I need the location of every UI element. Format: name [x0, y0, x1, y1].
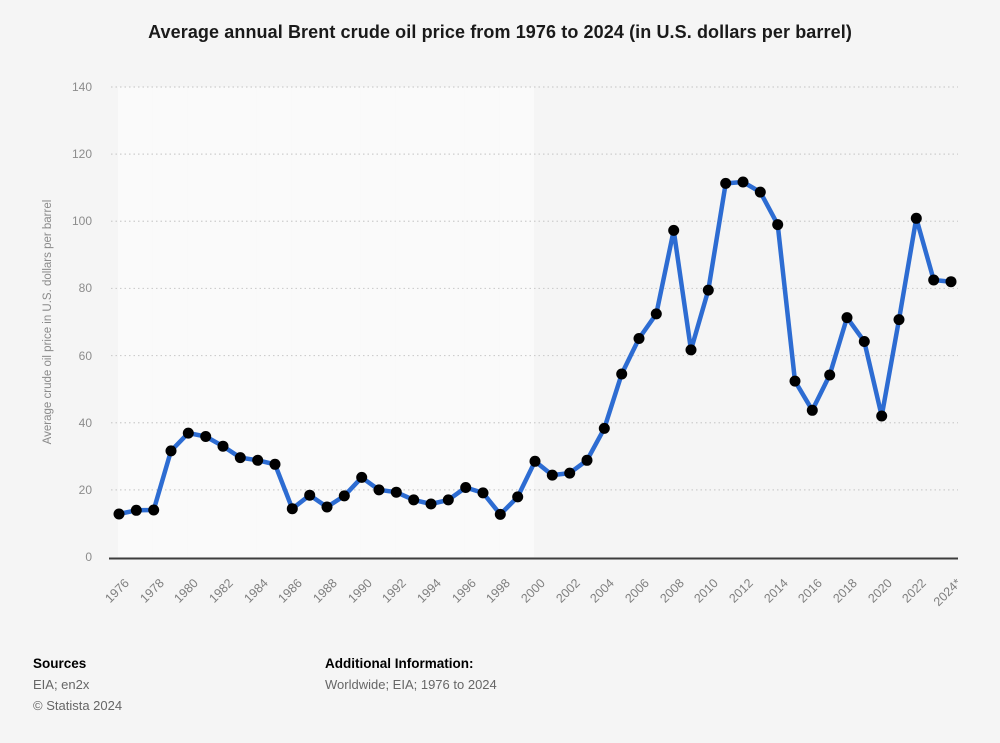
data-point-2016[interactable]: 2016: 43.7 — [806, 404, 818, 416]
y-tick-label-60: 60 — [78, 348, 92, 363]
data-point-1981[interactable]: 1981: 35.9 — [200, 431, 212, 442]
data-point-2017[interactable]: 2017: 54.2 — [824, 369, 836, 381]
data-point-1993[interactable]: 1993: 17 — [408, 494, 420, 506]
data-point-1982[interactable]: 1982: 33 — [217, 440, 229, 452]
data-point-1984[interactable]: 1984: 28.8 — [252, 454, 264, 466]
sources-label: Sources — [33, 656, 87, 671]
background-band — [187, 87, 222, 557]
data-point-2019[interactable]: 2019: 64.2 — [858, 336, 870, 347]
data-point-1997[interactable]: 1997: 19.1 — [477, 487, 489, 499]
data-point-2024[interactable]: 2024*: 82 — [945, 276, 957, 288]
background-band — [326, 87, 361, 557]
data-point-2015[interactable]: 2015: 52.4 — [789, 375, 801, 387]
data-point-1995[interactable]: 1995: 17 — [442, 494, 454, 506]
data-point-2004[interactable]: 2004: 38.3 — [598, 422, 610, 434]
data-point-1996[interactable]: 1996: 20.7 — [460, 482, 472, 493]
additional-information-block: Additional Information: Worldwide; EIA; … — [325, 656, 497, 697]
y-tick-label-0: 0 — [85, 550, 92, 564]
data-point-2012[interactable]: 2012: 111.7 — [737, 176, 749, 188]
background-band — [395, 87, 430, 557]
y-tick-label-140: 140 — [71, 80, 92, 94]
data-point-2006[interactable]: 2006: 65.1 — [633, 333, 645, 344]
data-point-1977[interactable]: 1977: 13.9 — [130, 504, 142, 516]
data-point-1989[interactable]: 1989: 18.2 — [338, 490, 350, 502]
data-point-2022[interactable]: 2022: 100.9 — [910, 212, 922, 224]
data-point-1998[interactable]: 1998: 12.7 — [494, 508, 506, 520]
data-point-1992[interactable]: 1992: 19.3 — [390, 486, 402, 498]
data-point-2021[interactable]: 2021: 70.7 — [893, 314, 905, 326]
data-point-2023[interactable]: 2023: 82.5 — [928, 274, 940, 286]
data-point-1991[interactable]: 1991: 20 — [373, 484, 385, 496]
background-band — [291, 87, 326, 557]
data-point-2005[interactable]: 2005: 54.5 — [616, 368, 628, 380]
data-point-1976[interactable]: 1976: 12.8 — [113, 508, 125, 520]
y-tick-label-100: 100 — [71, 214, 92, 229]
background-band — [152, 87, 188, 557]
data-point-2002[interactable]: 2002: 25 — [564, 467, 576, 479]
data-point-2011[interactable]: 2011: 111.3 — [720, 177, 732, 189]
data-point-2013[interactable]: 2013: 108.7 — [754, 186, 766, 198]
data-point-2007[interactable]: 2007: 72.4 — [650, 308, 662, 320]
background-band — [464, 87, 500, 557]
sources-block: Sources EIA; en2x © Statista 2024 — [33, 656, 122, 718]
background-band — [499, 87, 534, 557]
data-point-1985[interactable]: 1985: 27.6 — [269, 458, 281, 470]
y-tick-label-20: 20 — [78, 482, 92, 497]
data-point-1990[interactable]: 1990: 23.7 — [356, 471, 368, 483]
data-point-1983[interactable]: 1983: 29.6 — [234, 452, 246, 464]
background-band — [118, 87, 153, 557]
data-point-2020[interactable]: 2020: 42 — [876, 410, 888, 422]
data-point-1987[interactable]: 1987: 18.4 — [304, 489, 316, 501]
sources-line: EIA; en2x — [33, 677, 90, 692]
data-point-1999[interactable]: 1999: 17.9 — [512, 491, 524, 503]
data-point-1994[interactable]: 1994: 15.8 — [425, 498, 437, 510]
data-point-1978[interactable]: 1978: 14 — [148, 504, 160, 516]
statista-copyright: © Statista 2024 — [33, 698, 123, 713]
data-point-2009[interactable]: 2009: 61.7 — [685, 344, 697, 356]
data-point-1979[interactable]: 1979: 31.6 — [165, 445, 177, 457]
background-band — [256, 87, 292, 557]
additional-information-line: Worldwide; EIA; 1976 to 2024 — [325, 677, 497, 692]
data-point-2018[interactable]: 2018: 71.3 — [841, 312, 853, 324]
background-band — [430, 87, 465, 557]
data-point-2001[interactable]: 2001: 24.4 — [546, 469, 558, 481]
data-point-2010[interactable]: 2010: 79.5 — [702, 284, 714, 296]
data-point-2000[interactable]: 2000: 28.5 — [529, 455, 541, 467]
data-point-1988[interactable]: 1988: 14.9 — [321, 501, 333, 513]
y-tick-label-80: 80 — [78, 281, 92, 296]
y-tick-label-120: 120 — [71, 147, 92, 162]
chart-title: Average annual Brent crude oil price fro… — [148, 22, 852, 42]
data-point-2008[interactable]: 2008: 97.3 — [668, 224, 680, 236]
data-point-2014[interactable]: 2014: 99 — [772, 219, 784, 231]
y-tick-label-40: 40 — [78, 415, 92, 430]
data-point-1986[interactable]: 1986: 14.4 — [286, 503, 298, 515]
additional-information-label: Additional Information: — [325, 656, 474, 671]
data-point-2003[interactable]: 2003: 28.8 — [581, 454, 593, 466]
data-point-1980[interactable]: 1980: 36.9 — [182, 427, 194, 439]
background-band — [222, 87, 257, 557]
